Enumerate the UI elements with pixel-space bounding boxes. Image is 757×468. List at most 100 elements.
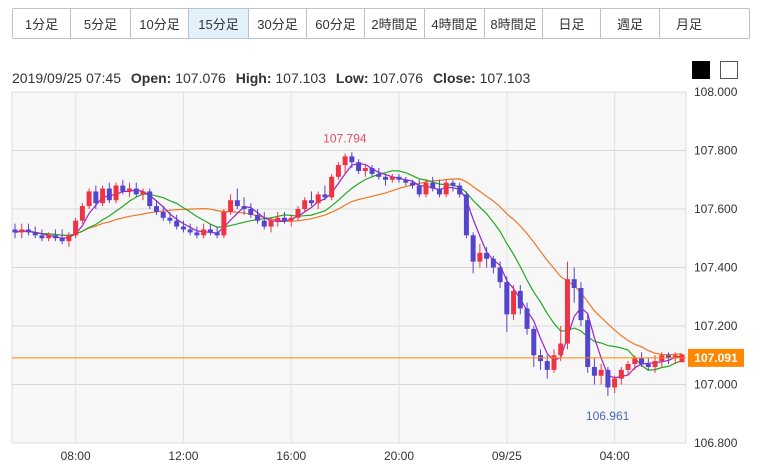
candle-body <box>403 179 409 183</box>
candle <box>443 179 449 198</box>
candle-body <box>187 229 193 233</box>
low-label: Low: <box>335 70 369 86</box>
candle-body <box>598 369 604 376</box>
candle-body <box>214 232 220 236</box>
candle-body <box>147 191 153 207</box>
candle <box>275 211 281 227</box>
candle-body <box>356 162 362 171</box>
candle <box>66 232 72 248</box>
candle-body <box>32 232 38 236</box>
candle-body <box>477 252 483 262</box>
candle <box>524 302 530 335</box>
candle-body <box>571 279 577 288</box>
candle-body <box>396 176 402 180</box>
low-annotation: 106.961 <box>586 409 630 423</box>
ohlc-info: 2019/09/25 07:45 Open: 107.076 High: 107… <box>12 70 530 86</box>
candle-body <box>666 355 672 359</box>
candle <box>463 191 469 239</box>
candle-body <box>612 378 618 388</box>
high-label: High: <box>235 70 272 86</box>
tab-5[interactable]: 60分足 <box>307 9 365 38</box>
tab-7[interactable]: 4時間足 <box>425 9 485 38</box>
candle <box>403 176 409 186</box>
candle <box>436 179 442 198</box>
candle-body <box>416 185 422 195</box>
tab-2[interactable]: 10分足 <box>131 9 189 38</box>
candle-body <box>322 194 328 198</box>
candle-body <box>524 308 530 329</box>
tab-6[interactable]: 2時間足 <box>365 9 425 38</box>
candle-body <box>605 369 611 388</box>
candle <box>19 223 25 239</box>
tab-3[interactable]: 15分足 <box>189 9 249 38</box>
candle-body <box>315 194 321 204</box>
dark-theme-swatch[interactable] <box>692 61 710 79</box>
y-tick-label: 107.200 <box>694 319 738 333</box>
candle-body <box>376 173 382 177</box>
candle-body <box>672 355 678 359</box>
candle-body <box>25 229 31 233</box>
candle <box>376 168 382 180</box>
candle <box>585 314 591 373</box>
candle <box>201 223 207 239</box>
tab-0[interactable]: 1分足 <box>13 9 71 38</box>
candle <box>100 185 106 207</box>
candle <box>423 179 429 198</box>
candle <box>59 229 65 245</box>
candle-body <box>194 232 200 236</box>
candle-body <box>342 156 348 166</box>
candle-body <box>120 185 126 192</box>
candle-body <box>632 358 638 365</box>
light-theme-swatch[interactable] <box>720 61 738 79</box>
candle <box>39 229 45 242</box>
last-price-label: 107.091 <box>694 351 738 365</box>
high-annotation: 107.794 <box>323 131 367 145</box>
x-tick-label: 09/25 <box>492 449 522 463</box>
candle-body <box>410 182 416 186</box>
candle-body <box>490 258 496 268</box>
candle-body <box>389 176 395 180</box>
candle-body <box>234 200 240 207</box>
candle <box>120 179 126 195</box>
candle <box>187 223 193 236</box>
candle <box>194 226 200 239</box>
ohlc-datetime: 2019/09/25 07:45 <box>12 70 121 86</box>
candle <box>160 206 166 221</box>
candle <box>281 211 287 224</box>
candle <box>79 203 85 224</box>
candle <box>551 349 557 373</box>
candle <box>450 179 456 192</box>
candle <box>255 209 261 224</box>
candle <box>113 182 119 204</box>
tab-4[interactable]: 30分足 <box>249 9 307 38</box>
x-tick-label: 08:00 <box>61 449 91 463</box>
candle <box>416 179 422 198</box>
candle-body <box>591 366 597 376</box>
tab-1[interactable]: 5分足 <box>71 9 131 38</box>
candle-body <box>329 176 335 198</box>
y-tick-label: 107.800 <box>694 144 738 158</box>
candle-body <box>288 217 294 221</box>
candle-body <box>19 229 25 233</box>
tab-9[interactable]: 日足 <box>543 9 601 38</box>
timeframe-tabs: 1分足 5分足 10分足 15分足 30分足 60分足 2時間足 4時間足 8時間足 日足 週足 月足 <box>12 8 750 39</box>
low-value: 107.076 <box>372 70 424 86</box>
tab-11[interactable]: 月足 <box>660 9 718 38</box>
candle <box>470 232 476 274</box>
candle-body <box>133 188 139 195</box>
tab-8[interactable]: 8時間足 <box>485 9 543 38</box>
candle <box>25 223 31 236</box>
candle-body <box>504 282 510 315</box>
candle <box>241 197 247 215</box>
candle <box>497 261 503 288</box>
candle-body <box>511 290 517 315</box>
tab-10[interactable]: 週足 <box>601 9 660 38</box>
candle-body <box>383 176 389 180</box>
candle-body <box>578 287 584 321</box>
candle <box>261 211 267 230</box>
candle <box>369 165 375 177</box>
candle-body <box>639 358 645 365</box>
candle <box>571 267 577 303</box>
candle <box>612 375 618 394</box>
candle <box>180 220 186 233</box>
